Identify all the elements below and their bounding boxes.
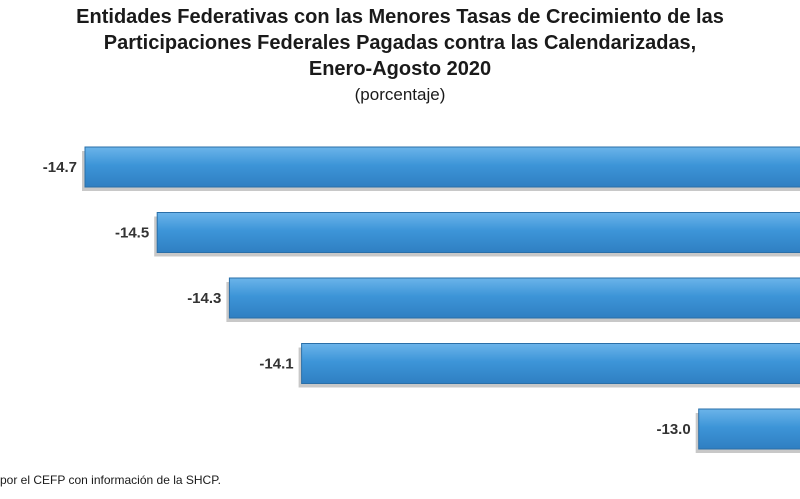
chart-subtitle: (porcentaje) — [354, 85, 446, 104]
bar — [84, 146, 800, 188]
data-label: -14.7 — [43, 159, 77, 176]
data-label: -14.1 — [259, 356, 293, 373]
bar — [228, 277, 800, 319]
chart-title-line-2: Participaciones Federales Pagadas contra… — [103, 32, 697, 54]
bar — [156, 212, 800, 253]
chart-title-line-1: Entidades Federativas con las Menores Ta… — [76, 6, 724, 28]
data-label: -14.5 — [115, 225, 149, 242]
data-label: -14.3 — [187, 290, 221, 307]
data-label: -13.0 — [656, 421, 690, 438]
bar — [698, 408, 800, 450]
source-note: por el CEFP con información de la SHCP. — [0, 473, 221, 487]
chart-title: Entidades Federativas con las Menores Ta… — [0, 4, 800, 82]
bar — [301, 343, 800, 384]
chart-title-line-3: Enero-Agosto 2020 — [308, 58, 492, 80]
